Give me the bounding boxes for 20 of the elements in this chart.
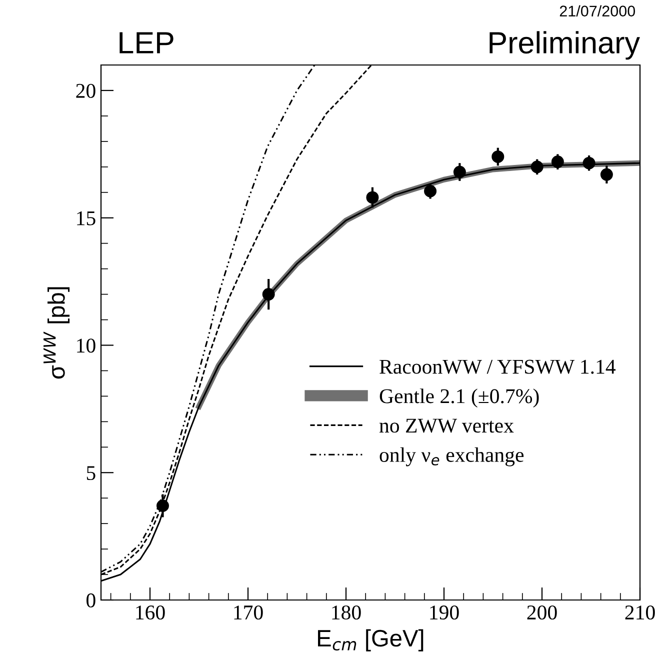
- x-tick-label: 180: [332, 605, 361, 620]
- y-axis-title: σ$^{WW}$ [pb]: [44, 287, 70, 379]
- x-axis-title: E$_{cm}$ [GeV]: [318, 629, 424, 652]
- x-tick-label: 190: [430, 605, 459, 620]
- text: Preliminary: [490, 31, 640, 60]
- x-tick-label: 200: [527, 605, 557, 620]
- text: 21/07/2000: [560, 5, 636, 17]
- y-tick-label: 10: [77, 338, 96, 353]
- chart-title: LEP: [120, 32, 174, 54]
- x-tick-label: 160: [136, 605, 165, 620]
- y-tick-label: 0: [86, 593, 96, 608]
- y-tick-label: 20: [76, 84, 96, 98]
- x-tick-label: 210: [625, 605, 655, 620]
- x-tick-label: 170: [234, 605, 263, 620]
- legend-label: Gentle 2.1 (±0.7%): [380, 388, 539, 408]
- legend-label: no ZWW vertex: [379, 418, 514, 433]
- legend-label: only ν$_{e}$ exchange: [380, 447, 524, 466]
- legend-label: RacoonWW / YFSWW 1.14: [380, 360, 616, 374]
- y-tick-label: 5: [86, 466, 96, 480]
- y-tick-label: 15: [77, 211, 96, 226]
